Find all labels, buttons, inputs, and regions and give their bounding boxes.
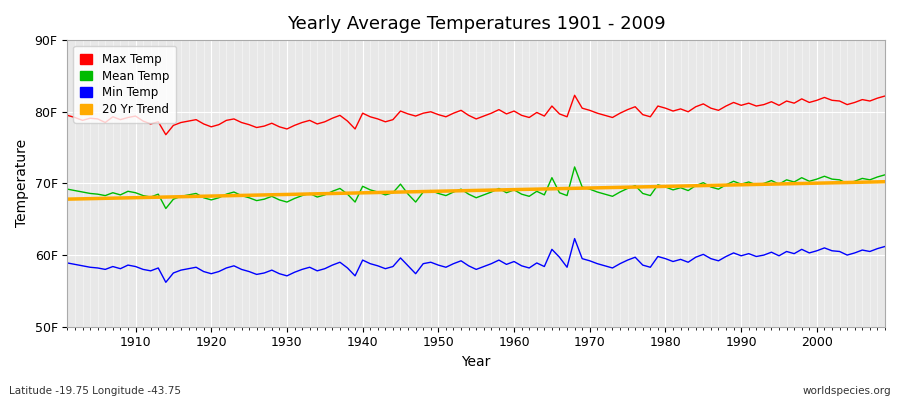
Max Temp [615, 111, 626, 116]
Mean Temp [122, 189, 133, 194]
Min Temp [122, 263, 133, 268]
Mean Temp [62, 187, 73, 192]
Text: worldspecies.org: worldspecies.org [803, 386, 891, 396]
Max Temp [508, 109, 519, 114]
Min Temp [517, 264, 527, 268]
Max Temp [122, 115, 133, 120]
Max Temp [297, 120, 308, 125]
Mean Temp [569, 164, 580, 169]
Mean Temp [517, 192, 527, 196]
Mean Temp [342, 192, 353, 196]
20 Yr Trend [508, 187, 519, 192]
20 Yr Trend [122, 196, 133, 200]
Line: 20 Yr Trend: 20 Yr Trend [68, 182, 885, 199]
Mean Temp [508, 188, 519, 192]
Min Temp [879, 244, 890, 249]
Line: Mean Temp: Mean Temp [68, 167, 885, 208]
20 Yr Trend [879, 179, 890, 184]
Line: Min Temp: Min Temp [68, 238, 885, 282]
Mean Temp [160, 206, 171, 211]
Max Temp [342, 119, 353, 124]
Min Temp [297, 267, 308, 272]
20 Yr Trend [62, 197, 73, 202]
Text: Latitude -19.75 Longitude -43.75: Latitude -19.75 Longitude -43.75 [9, 386, 181, 396]
Y-axis label: Temperature: Temperature [15, 139, 29, 228]
Max Temp [62, 113, 73, 118]
Min Temp [615, 261, 626, 266]
Legend: Max Temp, Mean Temp, Min Temp, 20 Yr Trend: Max Temp, Mean Temp, Min Temp, 20 Yr Tre… [73, 46, 176, 123]
Min Temp [342, 266, 353, 270]
20 Yr Trend [501, 187, 512, 192]
Max Temp [160, 132, 171, 137]
Mean Temp [615, 190, 626, 194]
Min Temp [62, 260, 73, 265]
Mean Temp [879, 172, 890, 177]
Mean Temp [297, 193, 308, 198]
Line: Max Temp: Max Temp [68, 95, 885, 135]
20 Yr Trend [335, 191, 346, 196]
20 Yr Trend [289, 192, 300, 197]
Title: Yearly Average Temperatures 1901 - 2009: Yearly Average Temperatures 1901 - 2009 [287, 15, 665, 33]
Min Temp [508, 259, 519, 264]
Max Temp [517, 113, 527, 118]
Max Temp [879, 94, 890, 98]
20 Yr Trend [599, 185, 610, 190]
X-axis label: Year: Year [462, 355, 490, 369]
Min Temp [569, 236, 580, 241]
Max Temp [569, 93, 580, 98]
Min Temp [160, 280, 171, 285]
